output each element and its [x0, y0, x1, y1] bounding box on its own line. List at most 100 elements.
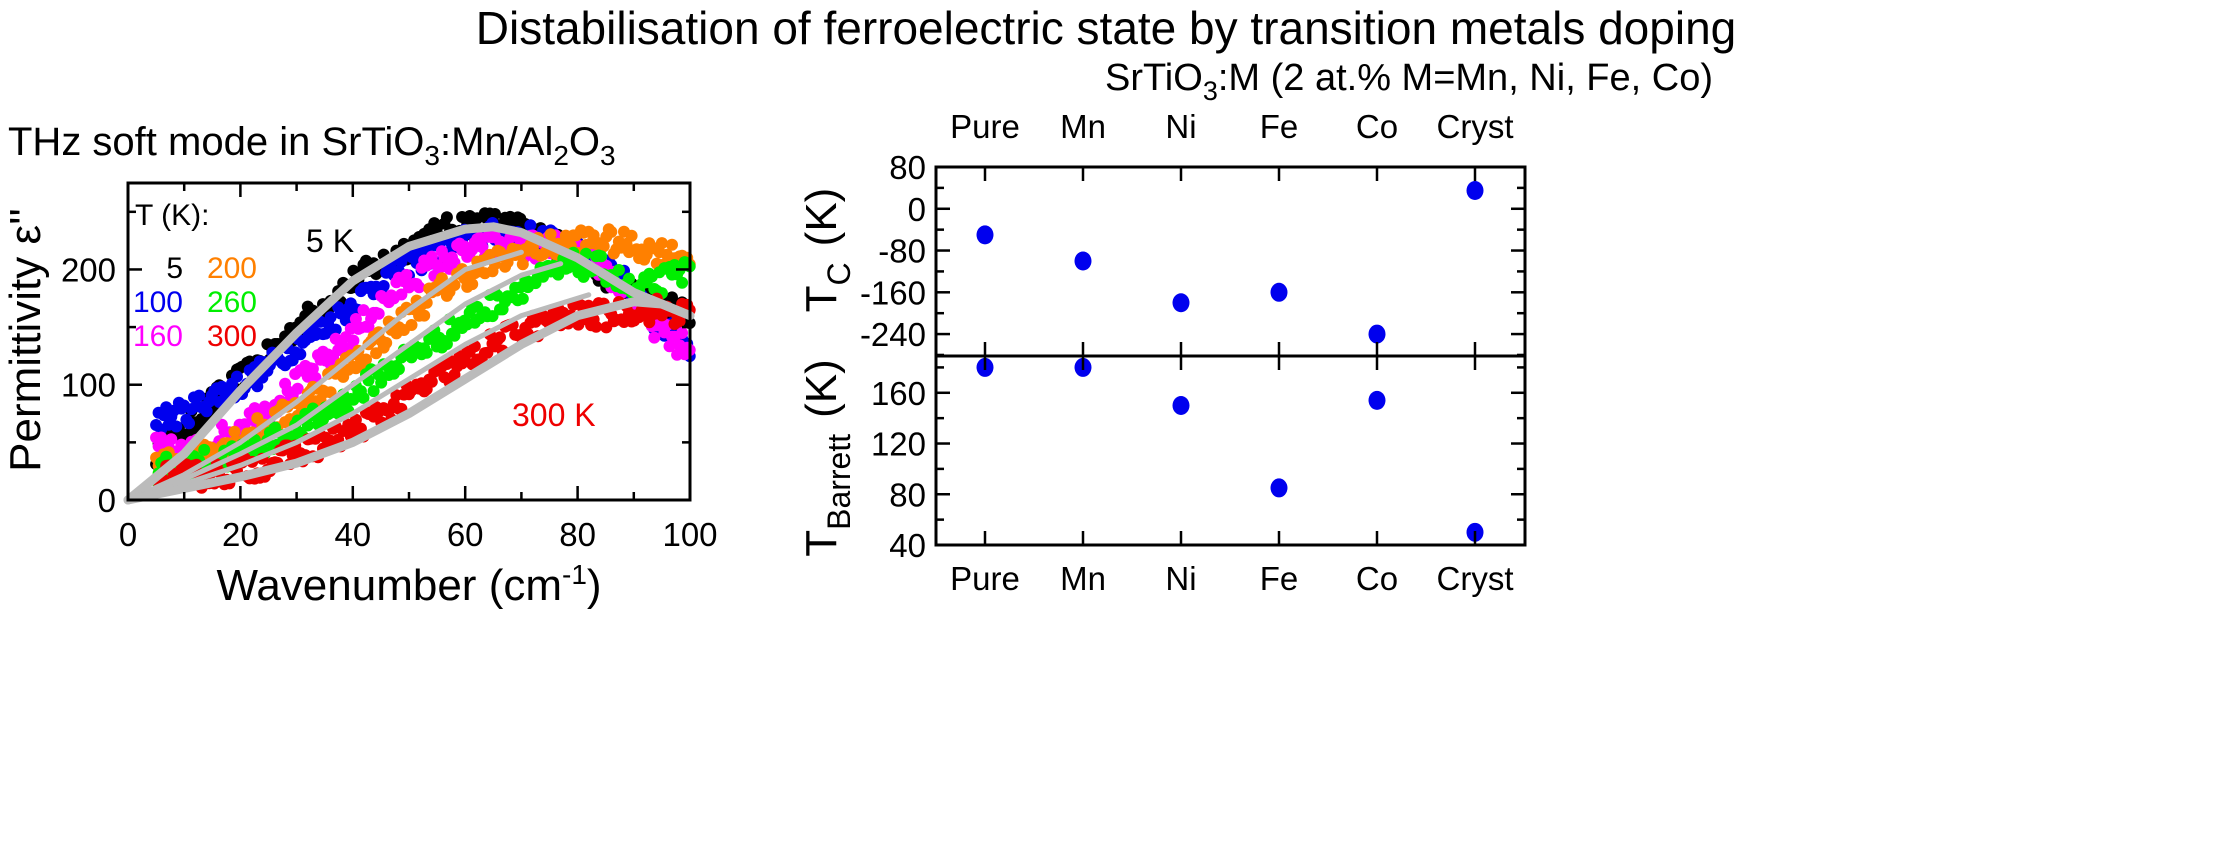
- data-point: [200, 405, 213, 418]
- y-axis-label: Permittivity ε'': [1, 208, 50, 472]
- left-plot: 0 20 40 60 80 100 0 100 200: [61, 181, 718, 553]
- data-point: [193, 389, 206, 402]
- data-point: [400, 268, 413, 281]
- category-label-top: Co: [1356, 108, 1398, 145]
- category-label-top: Cryst: [1437, 108, 1514, 145]
- y-tick-label: 0: [98, 482, 116, 519]
- data-point: [448, 329, 461, 342]
- data-point: [380, 336, 393, 349]
- x-tick-label: 100: [662, 516, 717, 553]
- data-point: [324, 311, 337, 324]
- legend-entry-300: 300: [207, 320, 257, 353]
- data-point: [466, 278, 479, 291]
- data-point: [377, 280, 390, 292]
- x-tick-label: 60: [447, 516, 484, 553]
- annotation-300k: 300 K: [512, 397, 596, 433]
- legend: T (K): 5 200 100 260 160 300: [133, 199, 257, 353]
- data-point: [309, 371, 322, 384]
- data-point: [516, 292, 529, 305]
- data-point: [440, 338, 453, 350]
- data-point-fe: [1270, 282, 1288, 302]
- data-point: [405, 319, 418, 331]
- annotation-5k: 5 K: [306, 223, 354, 259]
- data-point: [198, 443, 211, 456]
- data-point: [291, 382, 304, 395]
- x-tick-label: 0: [119, 516, 137, 553]
- data-point-cryst: [1466, 180, 1484, 200]
- fit-curve-200K: [125, 261, 564, 503]
- data-point: [676, 276, 689, 289]
- data-point: [666, 291, 678, 304]
- data-point-mn: [1074, 251, 1092, 271]
- y-tick-label: 80: [889, 476, 926, 513]
- legend-entry-100: 100: [133, 286, 183, 319]
- data-point: [663, 340, 676, 353]
- x-tick-label: 40: [334, 516, 371, 553]
- data-point: [372, 307, 385, 320]
- data-point: [183, 417, 195, 430]
- right-chart-title: SrTiO3:M (2 at.% M=Mn, Ni, Fe, Co): [1105, 57, 1713, 106]
- x-tick-label: 80: [559, 516, 596, 553]
- data-point: [673, 315, 686, 328]
- data-point: [420, 346, 433, 359]
- y-tick-label: 0: [908, 191, 926, 228]
- category-label-top: Mn: [1060, 108, 1106, 145]
- data-point-pure: [976, 225, 994, 245]
- data-point: [324, 386, 337, 399]
- data-point: [623, 272, 635, 285]
- category-label-bottom: Fe: [1260, 560, 1299, 597]
- data-point: [306, 362, 319, 375]
- tc-axis-label: TC(K): [797, 188, 857, 313]
- y-tick-label: 100: [61, 367, 116, 404]
- data-point: [648, 331, 661, 344]
- y-tick-label: 200: [61, 251, 116, 288]
- data-point: [329, 323, 342, 336]
- data-point: [349, 313, 362, 325]
- data-point: [489, 208, 501, 220]
- data-point: [595, 250, 608, 263]
- legend-entry-5: 5: [166, 252, 183, 285]
- data-point: [516, 258, 529, 271]
- data-point-fe: [1270, 478, 1288, 498]
- data-point: [625, 229, 638, 242]
- data-point: [676, 327, 689, 339]
- y-tick-label: -240: [860, 316, 926, 353]
- data-point: [418, 309, 431, 322]
- data-point: [494, 331, 506, 344]
- fit-curve-5K: [123, 222, 695, 505]
- data-point-ni: [1172, 293, 1190, 313]
- data-point: [413, 281, 426, 294]
- legend-entry-200: 200: [207, 252, 257, 285]
- data-point: [605, 225, 618, 238]
- data-point: [612, 264, 625, 276]
- category-label-bottom: Cryst: [1437, 560, 1514, 597]
- data-point: [357, 304, 370, 317]
- legend-title: T (K):: [135, 199, 209, 232]
- data-point: [597, 240, 610, 253]
- data-point: [170, 420, 183, 433]
- data-point: [357, 391, 370, 404]
- data-point: [228, 425, 241, 438]
- fit-curve-300K: [123, 297, 695, 505]
- data-point: [524, 219, 537, 232]
- fit-curve-160K: [125, 249, 524, 503]
- category-label-top: Ni: [1165, 108, 1196, 145]
- data-point: [301, 419, 314, 432]
- data-point: [476, 241, 489, 254]
- x-tick-label: 20: [222, 516, 259, 553]
- data-point: [347, 334, 360, 347]
- fit-curve-260K: [125, 292, 592, 503]
- data-point: [425, 375, 438, 388]
- legend-entry-260: 260: [207, 286, 257, 319]
- legend-entry-160: 160: [133, 320, 183, 353]
- y-tick-label: -160: [860, 274, 926, 311]
- x-axis-label: Wavenumber (cm-1): [216, 559, 601, 610]
- data-point: [392, 363, 405, 376]
- data-point: [375, 376, 388, 389]
- data-point: [440, 211, 453, 224]
- y-tick-label: 120: [871, 426, 926, 463]
- data-point: [544, 228, 557, 241]
- left-chart-title: THz soft mode in SrTiO3:Mn/Al2O3: [8, 120, 616, 171]
- y-tick-label: 40: [889, 527, 926, 564]
